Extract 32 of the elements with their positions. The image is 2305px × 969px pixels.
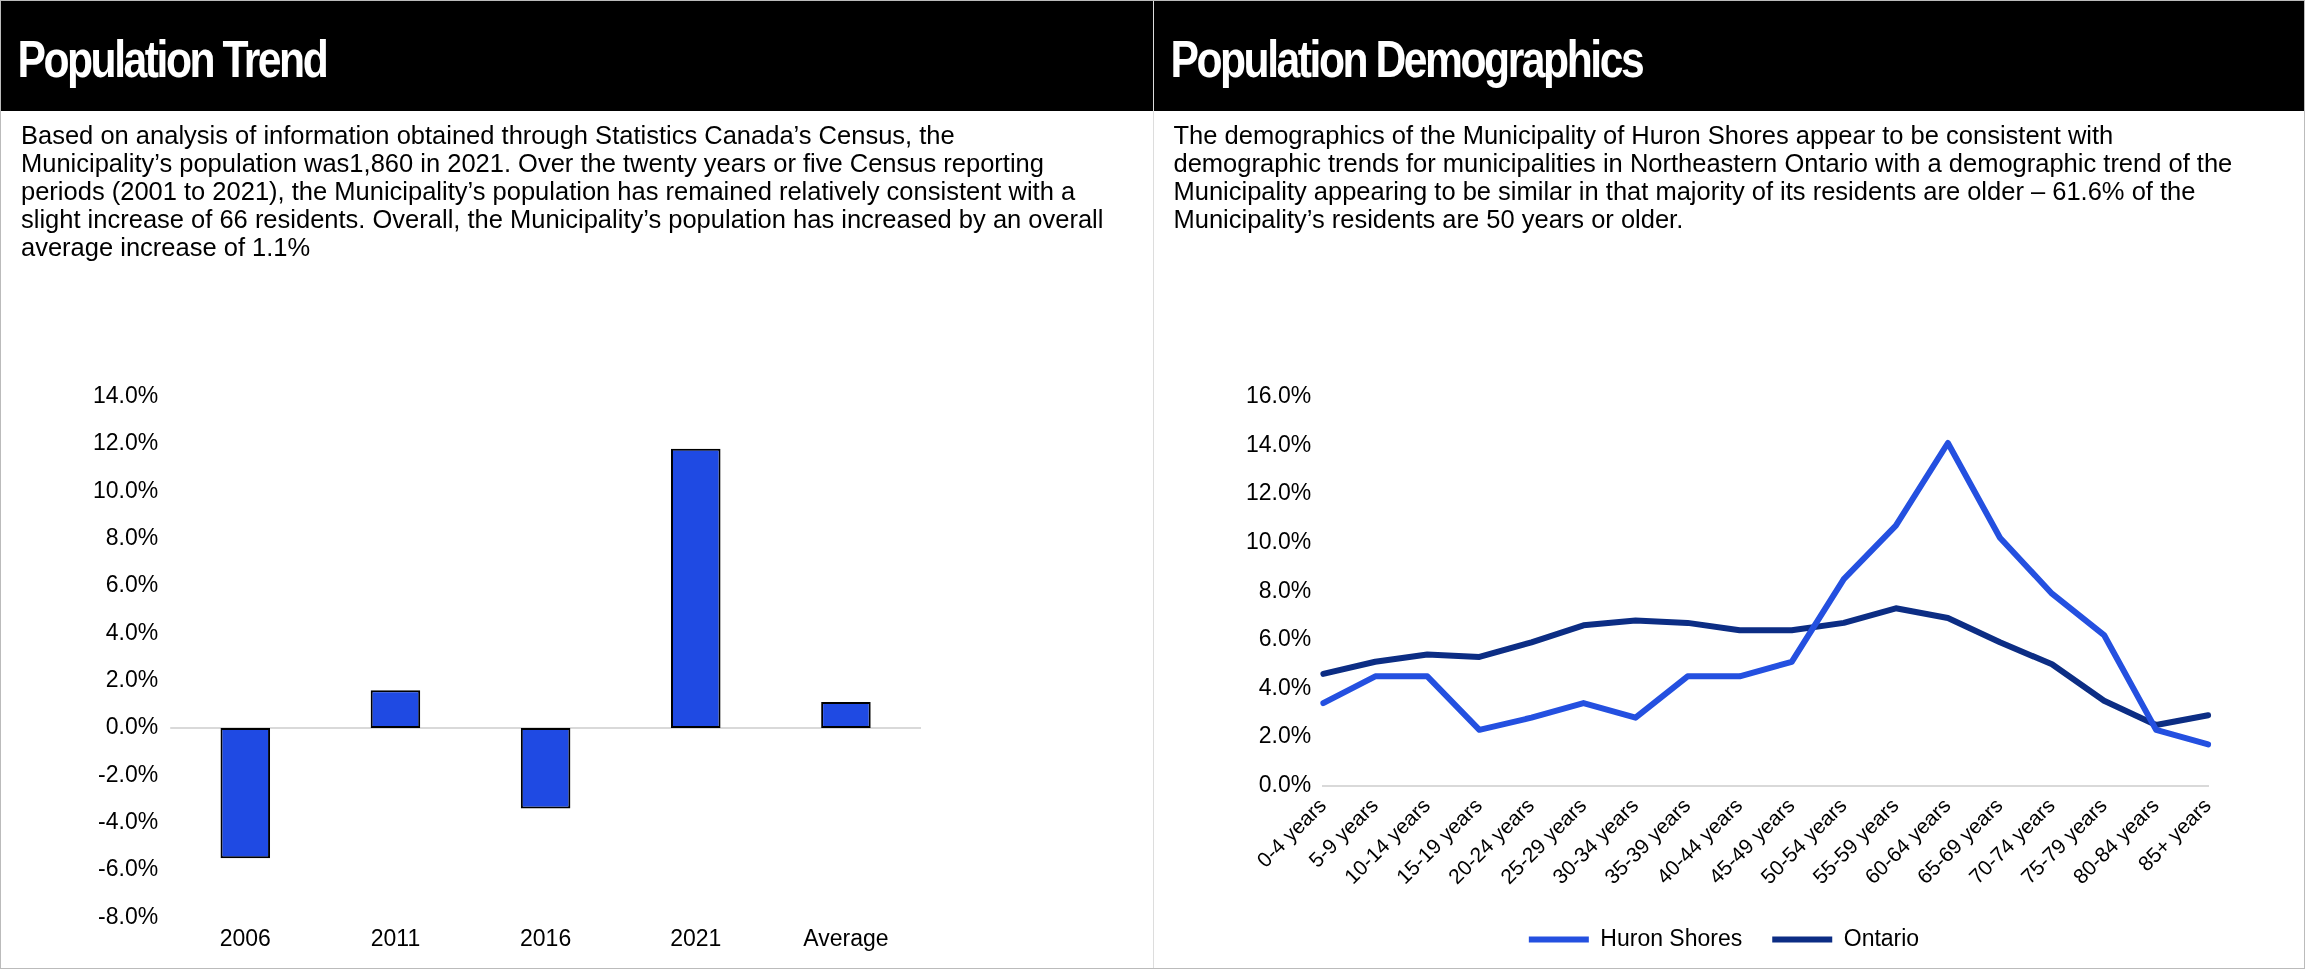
chart-subtitle: Based on analysis of information obtained through Statistics Canada’s Census, the Municipality’s population was1,860 in 2021. Over the twenty years or five Census reporting periods (2001 to 2021), the Municipality’s population has remained relatively consistent with a slight increase of 66 residents. Overall, the Municipality’s population has increased by an overall average increase of 1.1%	[21, 121, 1105, 261]
y-tick-label: 12.0%	[93, 429, 159, 456]
y-tick-label: 14.0%	[93, 382, 159, 409]
x-tick-label: Average	[803, 924, 889, 951]
x-tick-label: 2016	[520, 924, 572, 951]
y-tick-label: 12.0%	[1245, 479, 1311, 506]
chart-title: Population Trend	[16, 29, 328, 89]
y-tick-label: 8.0%	[1258, 576, 1311, 603]
x-tick-label: 2021	[670, 924, 722, 951]
y-tick-label: 6.0%	[105, 571, 159, 598]
y-tick-label: 14.0%	[1245, 430, 1311, 457]
y-tick-label: -2.0%	[98, 760, 159, 787]
y-tick-label: 0.0%	[105, 713, 159, 740]
y-tick-label: 16.0%	[1245, 382, 1311, 409]
legend-label: Ontario	[1843, 924, 1919, 951]
y-tick-label: 10.0%	[1245, 528, 1311, 555]
legend-label: Huron Shores	[1599, 924, 1742, 951]
y-tick-label: 6.0%	[1258, 625, 1311, 652]
y-tick-label: -8.0%	[98, 902, 159, 929]
chart-subtitle: The demographics of the Municipality of Huron Shores appear to be consistent with demographic trends for municipalities in Northeastern Ontario with a demographic trend of the Municipality appearing to be similar in that majority of its residents are older – 61.6% of the Municipality’s residents are 50 years or older.	[1173, 121, 2234, 233]
y-tick-label: 10.0%	[93, 476, 159, 503]
y-tick-label: -4.0%	[98, 808, 159, 835]
y-tick-label: 4.0%	[105, 618, 159, 645]
y-tick-label: 0.0%	[1258, 771, 1311, 798]
y-tick-label: -6.0%	[98, 855, 159, 882]
x-tick-label: 2006	[219, 924, 271, 951]
y-tick-label: 2.0%	[1258, 722, 1311, 749]
y-tick-label: 8.0%	[105, 524, 159, 551]
chart-title: Population Demographics	[1168, 29, 1644, 89]
y-tick-label: 4.0%	[1258, 673, 1311, 700]
y-tick-label: 2.0%	[105, 666, 159, 693]
x-tick-label: 2011	[370, 924, 421, 951]
